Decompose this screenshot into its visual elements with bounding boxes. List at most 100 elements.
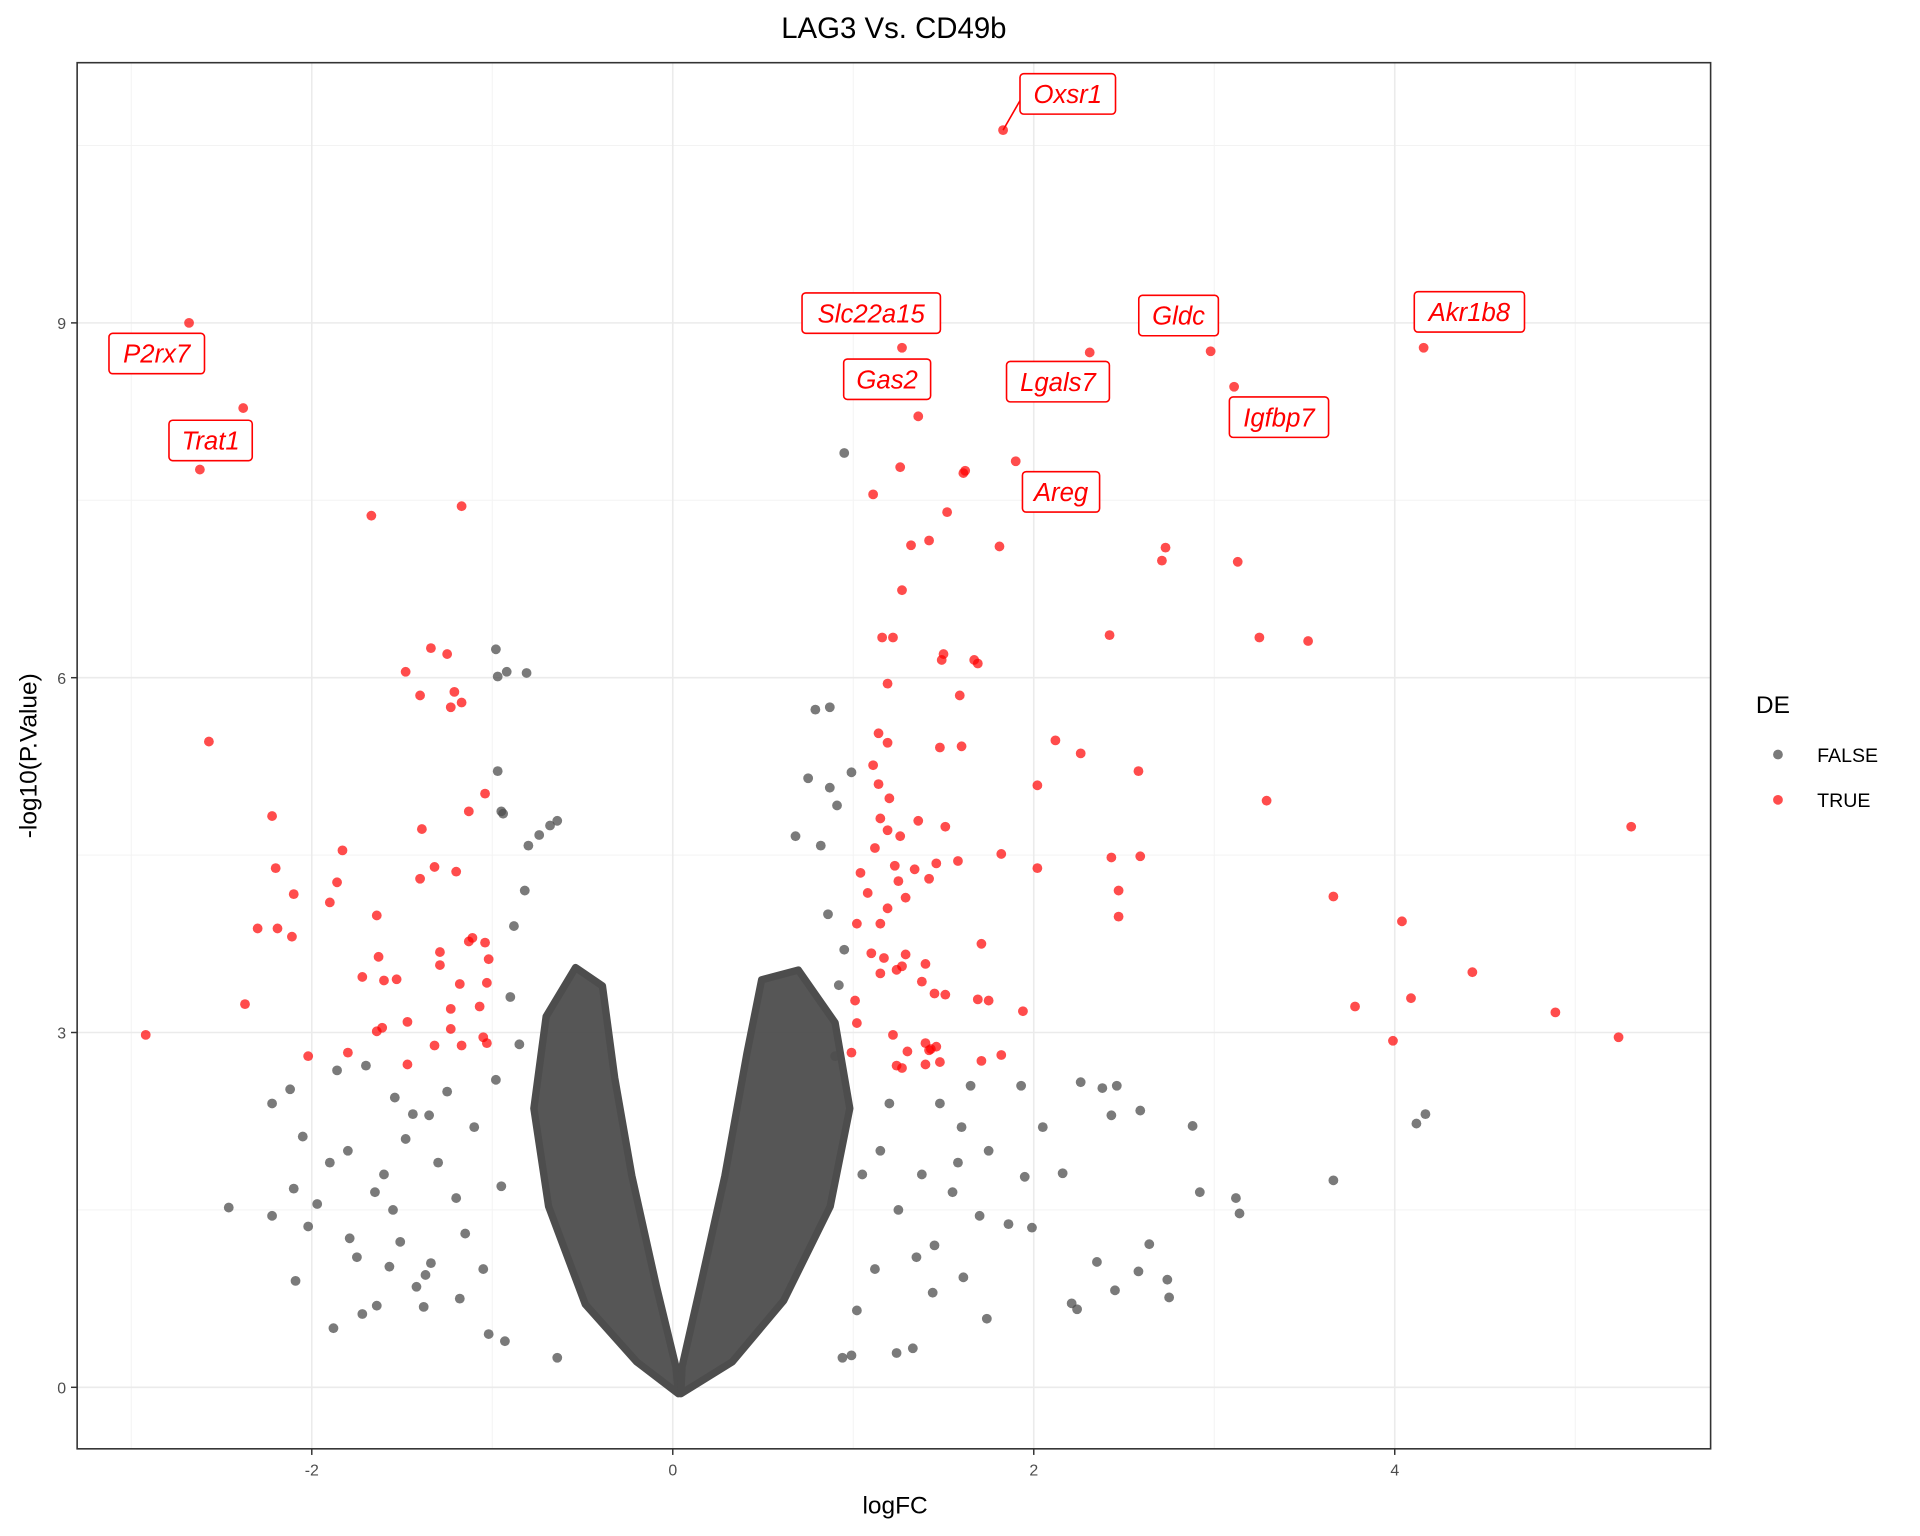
de-true-point	[371, 1026, 382, 1037]
y-tick-label: 9	[57, 316, 66, 333]
label-box	[1005, 360, 1111, 403]
de-true-point	[342, 1047, 353, 1058]
de-false-point	[974, 1210, 985, 1221]
de-true-point	[882, 825, 893, 836]
de-false-point	[469, 1122, 480, 1133]
de-false-point	[953, 1157, 963, 1168]
x-tick-label: 0	[668, 1463, 677, 1480]
x-tick-label: 4	[1390, 1463, 1399, 1480]
de-false-point	[534, 830, 545, 840]
de-false-point	[1097, 1083, 1108, 1093]
de-false-point	[1111, 1080, 1122, 1091]
de-true-point	[373, 951, 384, 962]
de-true-point	[942, 507, 953, 518]
de-false-point	[288, 1183, 299, 1194]
de-true-point	[1133, 766, 1144, 777]
de-false-point	[312, 1199, 323, 1209]
de-true-point	[994, 541, 1005, 552]
de-false-point	[891, 1348, 902, 1358]
de-true-point	[366, 510, 377, 521]
label-text: Oxsr1	[1033, 81, 1102, 109]
de-true-point	[882, 737, 893, 748]
de-true-point	[879, 953, 889, 963]
de-false-point	[1144, 1239, 1155, 1250]
de-true-point	[882, 903, 893, 914]
de-false-point	[927, 1287, 938, 1298]
dense-point-cluster	[530, 963, 854, 1398]
de-false-point	[267, 1098, 277, 1109]
de-false-point	[956, 1122, 967, 1133]
legend-key-true	[1773, 794, 1783, 805]
label-box	[801, 292, 942, 335]
de-false-point	[823, 909, 833, 920]
de-false-point	[454, 1293, 465, 1304]
de-true-point	[483, 954, 494, 965]
label-box	[108, 332, 206, 375]
label-text: Slc22a15	[818, 300, 926, 328]
de-true-point	[238, 403, 249, 413]
de-true-point	[379, 975, 389, 986]
de-false-point	[442, 1086, 453, 1097]
gene-label-lgals7: Lgals7	[1005, 360, 1111, 403]
de-true-point	[924, 873, 934, 884]
de-true-point	[1205, 346, 1216, 357]
de-false-point	[1135, 1105, 1146, 1116]
de-true-point	[454, 979, 465, 989]
de-true-point	[851, 1018, 862, 1028]
de-true-point	[1303, 636, 1314, 646]
label-box	[1021, 470, 1101, 513]
de-false-point	[870, 1264, 880, 1274]
de-true-point	[252, 923, 263, 934]
de-true-point	[931, 858, 942, 869]
de-true-point	[1350, 1001, 1360, 1012]
de-true-point	[855, 867, 866, 878]
de-true-point	[272, 923, 283, 934]
de-true-point	[402, 1059, 413, 1070]
dense-cluster-arm	[677, 966, 854, 1398]
de-true-point	[402, 1016, 413, 1027]
de-false-point	[492, 766, 503, 777]
de-false-point	[523, 840, 534, 851]
de-true-point	[1018, 1006, 1028, 1017]
de-true-point	[897, 1063, 907, 1073]
gene-label-gas2: Gas2	[842, 358, 932, 401]
de-false-point	[1027, 1222, 1037, 1233]
de-true-point	[480, 788, 490, 799]
de-false-point	[290, 1275, 301, 1286]
de-false-point	[407, 1109, 418, 1120]
de-true-point	[1106, 852, 1117, 863]
de-false-point	[1231, 1193, 1241, 1203]
de-false-point	[519, 885, 530, 896]
de-false-point	[490, 644, 501, 655]
de-false-point	[884, 1098, 895, 1109]
x-tick-label: 2	[1029, 1463, 1038, 1480]
de-true-point	[324, 897, 335, 908]
de-true-point	[1135, 851, 1146, 862]
y-tick-label: 3	[57, 1026, 66, 1043]
de-false-point	[1328, 1175, 1339, 1186]
de-true-point	[873, 779, 884, 790]
de-true-point	[140, 1029, 151, 1040]
legend-label-false: FALSE	[1817, 745, 1878, 767]
de-false-point	[958, 1272, 969, 1283]
de-true-point	[445, 1003, 456, 1014]
de-true-point	[415, 873, 425, 884]
de-false-point	[837, 1352, 848, 1363]
de-false-point	[451, 1193, 462, 1203]
chart-title: LAG3 Vs. CD49b	[781, 12, 1006, 45]
de-false-point	[411, 1281, 422, 1292]
de-true-point	[866, 948, 877, 959]
de-true-point	[435, 947, 445, 957]
de-true-point	[862, 888, 873, 898]
de-false-point	[514, 1039, 525, 1050]
de-true-point	[415, 690, 425, 701]
de-false-point	[839, 448, 850, 458]
de-false-point	[342, 1145, 353, 1156]
de-true-point	[920, 959, 931, 969]
y-tick-label: 0	[57, 1380, 66, 1397]
gene-label-gldc: Gldc	[1137, 294, 1220, 337]
de-false-point	[1194, 1187, 1205, 1198]
de-true-point	[445, 1024, 456, 1034]
de-true-point	[929, 988, 940, 999]
de-false-point	[501, 666, 512, 677]
